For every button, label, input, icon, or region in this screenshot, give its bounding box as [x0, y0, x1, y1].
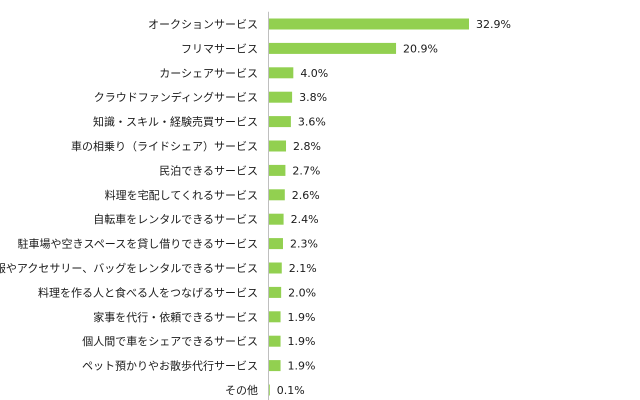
value-label: 2.0% — [288, 286, 316, 299]
bar — [269, 116, 291, 128]
bar — [269, 360, 281, 372]
category-label: 家事を代行・依頼できるサービス — [93, 310, 258, 324]
bar — [269, 164, 286, 176]
bar — [269, 140, 287, 152]
category-label: 車の相乗り（ライドシェア）サービス — [71, 139, 258, 153]
bar — [269, 189, 285, 201]
category-label: 民泊できるサービス — [159, 164, 258, 177]
category-label: オークションサービス — [148, 18, 258, 31]
category-label: 知識・スキル・経験売買サービス — [93, 115, 258, 129]
bar — [269, 384, 270, 396]
value-label: 3.8% — [299, 91, 327, 104]
category-label: クラウドファンディングサービス — [94, 90, 258, 104]
bars-group — [269, 18, 469, 396]
value-label: 32.9% — [476, 18, 511, 31]
bar — [269, 42, 397, 54]
bar — [269, 262, 282, 274]
category-label: 料理を作る人と食べる人をつなげるサービス — [38, 285, 258, 299]
category-label: 自転車をレンタルできるサービス — [93, 212, 258, 226]
category-label: 料理を宅配してくれるサービス — [105, 188, 258, 202]
value-label: 20.9% — [403, 42, 438, 55]
category-label: 洋服やアクセサリー、バッグをレンタルできるサービス — [0, 261, 258, 275]
bar — [269, 286, 282, 298]
value-label: 3.6% — [298, 116, 326, 129]
value-label: 2.1% — [289, 262, 317, 275]
bar — [269, 335, 281, 347]
bar — [269, 213, 284, 225]
value-label: 2.7% — [292, 164, 320, 177]
value-labels: 32.9% 20.9% 4.0% 3.8% 3.6% 2.8% 2.7% 2.6% 2.4% 2.… — [277, 18, 511, 397]
bar — [269, 18, 469, 30]
value-label: 1.9% — [288, 335, 316, 348]
bar — [269, 311, 281, 323]
bar — [269, 91, 293, 103]
value-label: 1.9% — [288, 360, 316, 373]
value-label: 1.9% — [288, 311, 316, 324]
category-label: カーシェアサービス — [159, 67, 258, 80]
value-label: 2.3% — [290, 238, 318, 251]
value-label: 2.6% — [292, 189, 320, 202]
value-label: 4.0% — [300, 67, 328, 80]
value-label: 0.1% — [277, 384, 305, 397]
category-label: フリマサービス — [181, 42, 258, 55]
category-labels: オークションサービスフリマサービスカーシェアサービスクラウドファンディングサービ… — [0, 18, 258, 397]
bar — [269, 238, 283, 250]
category-label: ペット預かりやお散歩代行サービス — [82, 359, 258, 373]
value-label: 2.8% — [293, 140, 321, 153]
category-label: その他 — [225, 384, 258, 397]
value-label: 2.4% — [291, 213, 319, 226]
category-label: 個人間で車をシェアできるサービス — [82, 334, 258, 348]
category-label: 駐車場や空きスペースを貸し借りできるサービス — [18, 237, 258, 251]
bar — [269, 67, 294, 79]
